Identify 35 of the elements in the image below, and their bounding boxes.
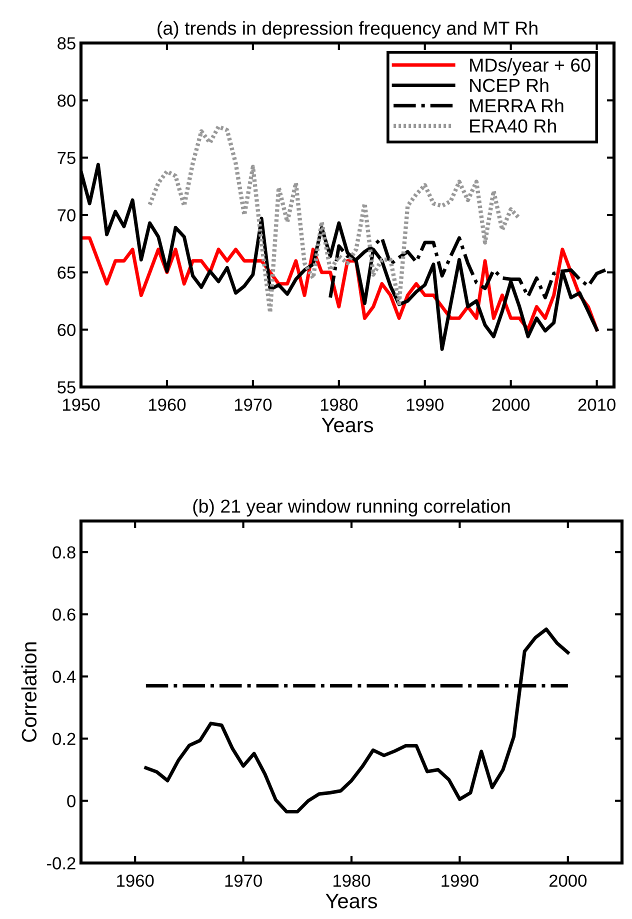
y-tick-label: 0.2 <box>52 732 76 746</box>
y-tick-label: 55 <box>58 381 76 394</box>
x-tick-label: 1980 <box>320 398 358 411</box>
x-axis-title: Years <box>322 418 374 432</box>
x-tick-label: 1990 <box>406 398 444 411</box>
legend-label: ERA40 Rh <box>470 118 556 133</box>
legend-label: NCEP Rh <box>470 78 548 92</box>
chart-title: (a) trends in depression frequency and MT Rh <box>158 21 538 39</box>
legend-label: MERRA Rh <box>470 98 564 112</box>
y-tick-label: 80 <box>58 94 76 107</box>
x-tick-label: 1960 <box>117 874 154 887</box>
x-tick-label: 2000 <box>492 398 530 411</box>
y-tick-label: 0.8 <box>52 546 76 559</box>
line-series <box>144 627 570 814</box>
x-tick-label: 1990 <box>442 874 478 887</box>
y-tick-label: 0.6 <box>52 608 76 621</box>
x-tick-label: 1960 <box>148 398 186 411</box>
y-tick-label: 75 <box>58 152 76 164</box>
x-tick-label: 1980 <box>334 874 370 887</box>
y-tick-label: 70 <box>58 209 76 222</box>
y-tick-label: 65 <box>58 266 76 279</box>
legend-label: MDs/year + 60 <box>470 58 590 76</box>
chart-title: (b) 21 year window running correlation <box>193 499 510 517</box>
x-tick-label: 1950 <box>63 398 100 411</box>
y-tick-label: 0.4 <box>52 670 76 683</box>
y-axis-title: Correlation <box>21 642 37 742</box>
y-tick-label: 0 <box>67 794 76 808</box>
x-axis-title: Years <box>326 894 378 908</box>
y-tick-label: -0.2 <box>46 857 76 870</box>
y-tick-label: 60 <box>58 324 76 336</box>
y-tick-label: 85 <box>58 37 76 50</box>
x-tick-label: 1970 <box>234 398 272 411</box>
x-tick-label: 2010 <box>578 398 616 411</box>
x-tick-label: 2000 <box>549 874 587 887</box>
x-tick-label: 1970 <box>225 874 262 887</box>
